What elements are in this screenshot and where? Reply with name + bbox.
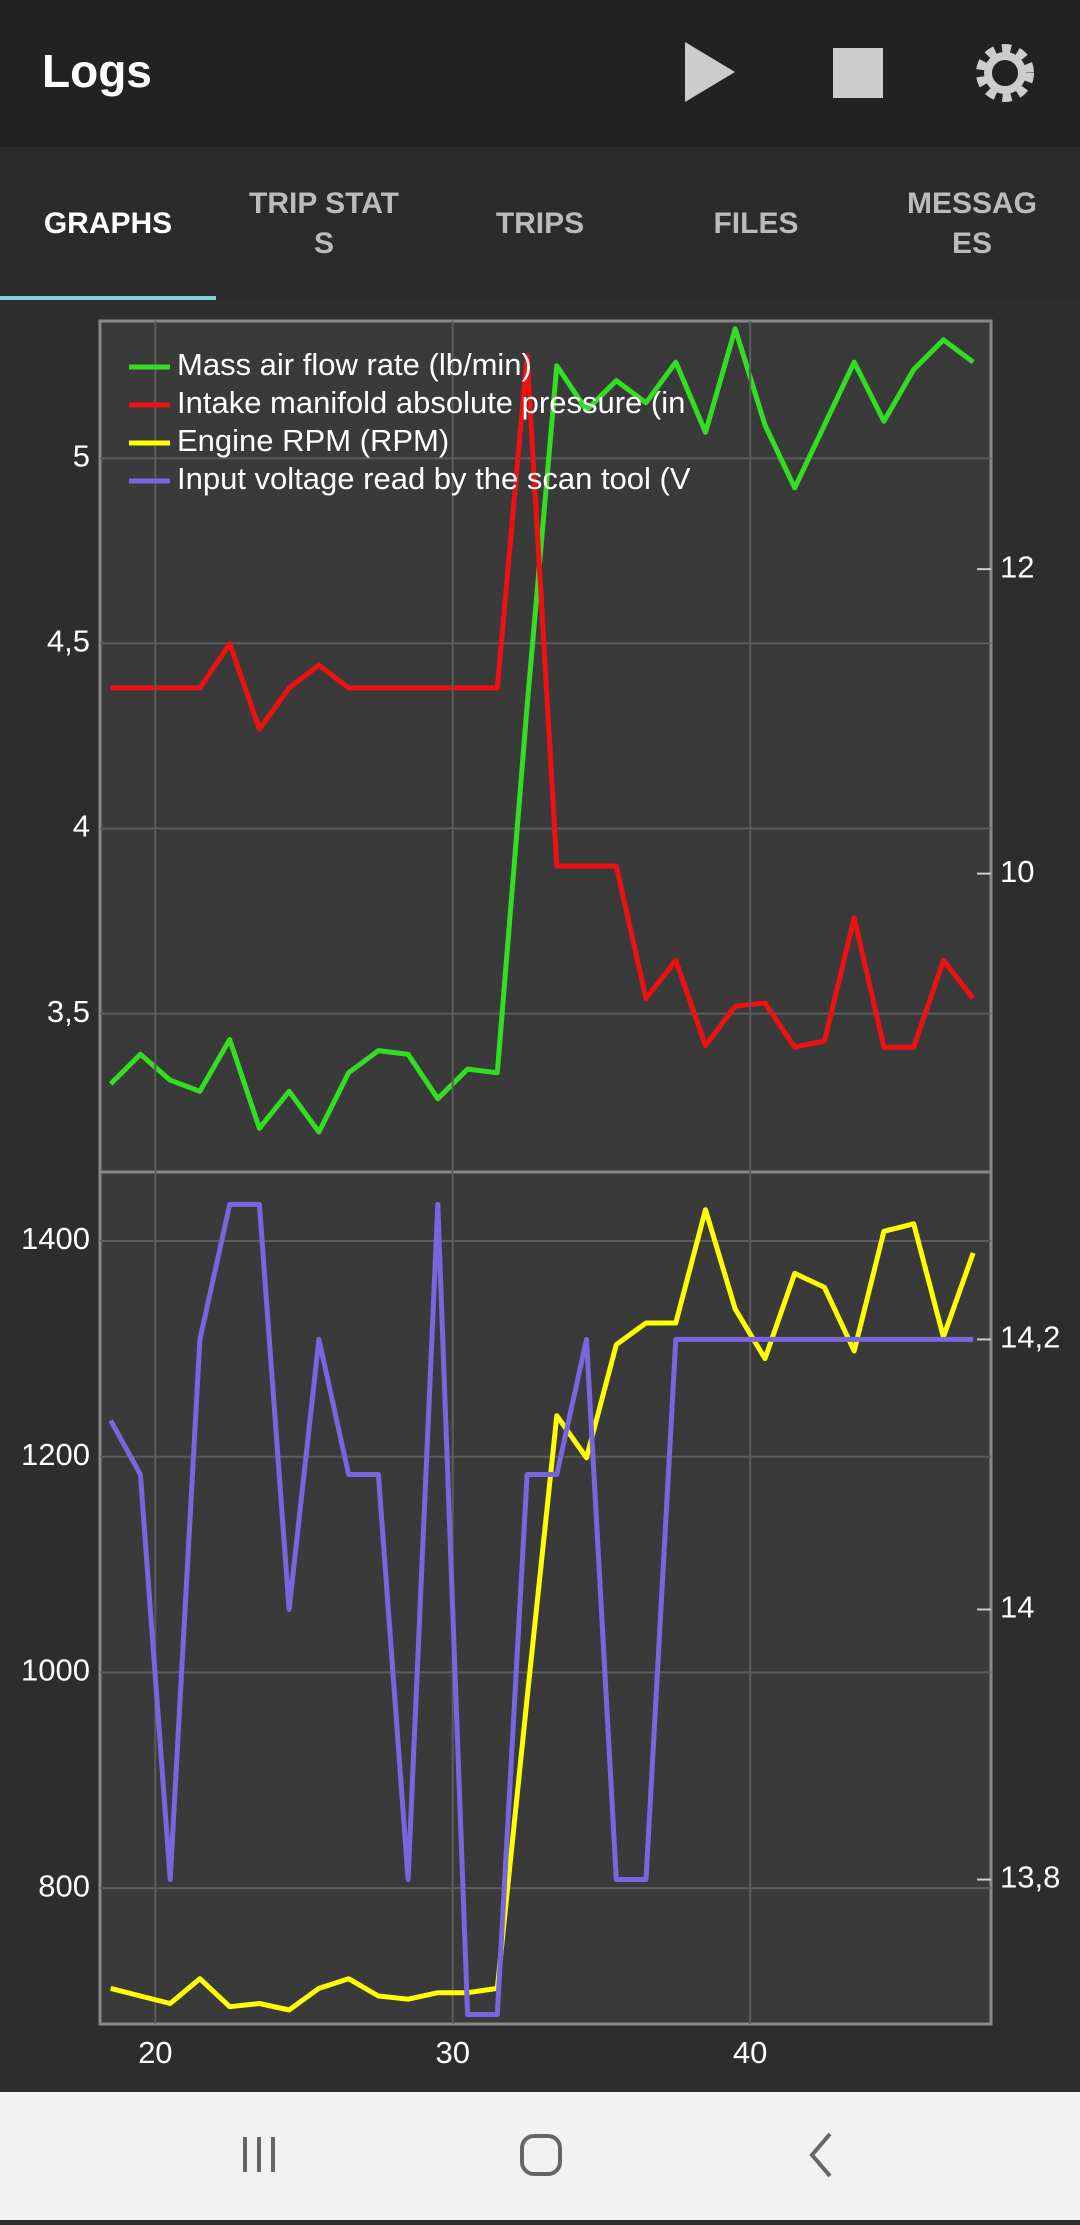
x-tick-label: 30: [435, 2035, 469, 2070]
home-button[interactable]: [520, 2134, 562, 2176]
tab[interactable]: FILES: [648, 147, 864, 300]
x-tick-label: 20: [138, 2035, 172, 2070]
tab-label: FILES: [713, 206, 799, 240]
series-line: [108, 1201, 974, 2017]
y-tick-label: 800: [38, 1868, 90, 1903]
y-tick-label: 4: [73, 809, 90, 844]
y2-tick-label: 13,8: [1000, 1860, 1060, 1895]
y2-tick-label: 14: [1000, 1590, 1034, 1625]
y2-tick-label: 14,2: [1000, 1320, 1060, 1355]
stop-button[interactable]: [833, 48, 883, 98]
nav-bar: [0, 2092, 1080, 2220]
tab-label: GRAPHS: [43, 206, 173, 240]
y2-tick-label: 12: [1000, 549, 1034, 584]
y-tick-label: 4,5: [47, 624, 90, 659]
back-button[interactable]: [809, 2132, 832, 2178]
y2-tick-label: 10: [1000, 854, 1034, 889]
plot-area: [98, 1170, 993, 2026]
y-tick-label: 1000: [21, 1653, 90, 1688]
tab[interactable]: GRAPHS: [0, 147, 216, 300]
series-line: [108, 326, 975, 1135]
y-tick-label: 5: [73, 439, 90, 474]
nav-icons: [243, 2132, 832, 2178]
series-line: [110, 1207, 976, 2013]
settings-button[interactable]: [976, 44, 1034, 102]
series-line: [110, 353, 976, 1050]
legend-label: Intake manifold absolute pressure (in: [177, 385, 685, 420]
x-tick-label: 40: [733, 2035, 767, 2070]
tab[interactable]: TRIPS: [432, 147, 648, 300]
tab-label: TRIPS: [495, 206, 585, 240]
tab[interactable]: TRIP STATS: [216, 147, 432, 300]
app-bar: Logs: [0, 0, 1080, 147]
y-tick-label: 1400: [21, 1221, 90, 1256]
tab-label: TRIP STATS: [249, 186, 399, 260]
toolbar-icons: [685, 42, 1034, 102]
y-tick-label: 3,5: [47, 994, 90, 1029]
tab[interactable]: MESSAGES: [864, 147, 1080, 300]
plot-area: [98, 319, 993, 1174]
legend-label: Engine RPM (RPM): [177, 423, 449, 458]
play-button[interactable]: [685, 42, 735, 102]
charts: 3,5 4 4,5 5 10 12 800 1000 1200 1400 13,8 14 14,2 20 3…: [21, 319, 1060, 2070]
y-tick-label: 1200: [21, 1437, 90, 1472]
tab-bar: GRAPHS TRIP STATS TRIPS FILES MESSAGES: [0, 147, 1080, 300]
legend-label: Mass air flow rate (lb/min): [177, 347, 532, 382]
tab-label: MESSAGES: [906, 186, 1038, 260]
title: Logs: [42, 45, 152, 97]
recents-button[interactable]: [243, 2137, 275, 2172]
legend-label: Input voltage read by the scan tool (V: [177, 461, 691, 496]
